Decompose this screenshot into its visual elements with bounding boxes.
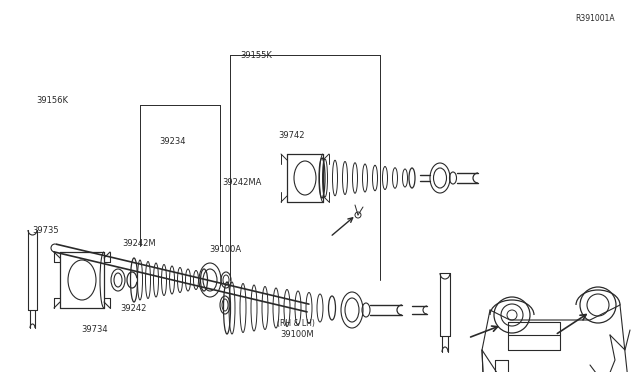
Text: 39100M: 39100M: [281, 330, 314, 339]
Text: 39156K: 39156K: [36, 96, 68, 105]
Text: 39242: 39242: [120, 304, 147, 313]
Text: R391001A: R391001A: [575, 13, 615, 22]
Text: 39100A: 39100A: [209, 245, 241, 254]
Text: 39234: 39234: [159, 137, 186, 146]
Text: 39242MA: 39242MA: [222, 178, 262, 187]
Text: 39734: 39734: [81, 325, 108, 334]
Text: 39742: 39742: [278, 131, 305, 140]
Text: 39242M: 39242M: [123, 239, 156, 248]
Text: 39155K: 39155K: [240, 51, 272, 60]
Text: 39735: 39735: [33, 226, 60, 235]
Text: (RH & LH): (RH & LH): [277, 319, 316, 328]
